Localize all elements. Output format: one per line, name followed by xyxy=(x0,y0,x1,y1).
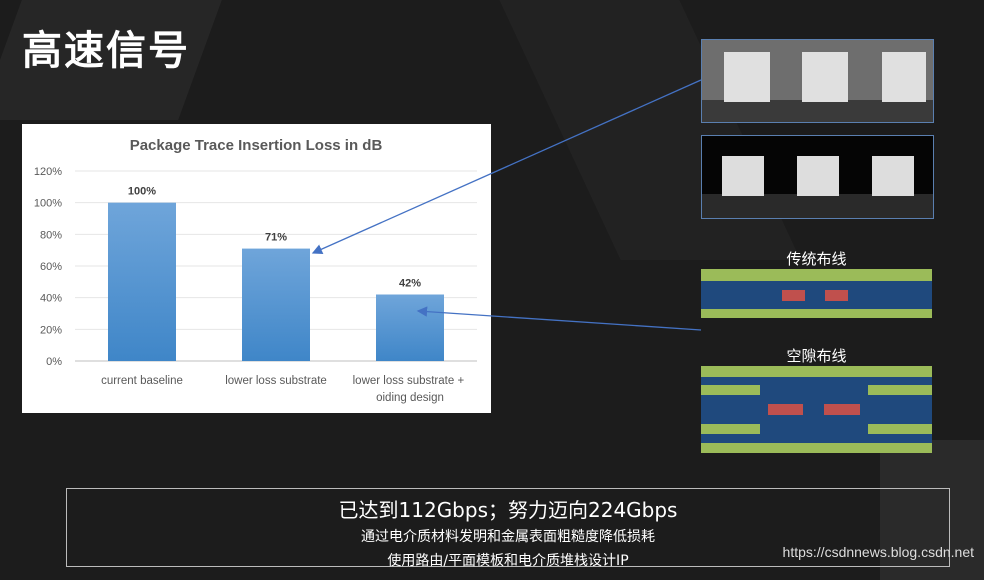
summary-headline: 已达到112Gbps；努力迈向224Gbps xyxy=(338,498,678,522)
summary-line-1: 通过电介质材料发明和金属表面粗糙度降低损耗 xyxy=(361,529,655,545)
voiding-routing-label: 空隙布线 xyxy=(786,347,847,365)
arrow-to-71 xyxy=(311,79,702,255)
chart-title: Package Trace Insertion Loss in dB xyxy=(130,137,383,154)
data-label: 71% xyxy=(265,232,287,244)
data-label: 42% xyxy=(399,278,421,290)
traditional-routing-label: 传统布线 xyxy=(786,250,847,268)
chart-svg: Package Trace Insertion Loss in dB 0% 20%… xyxy=(34,137,477,404)
summary-line-2: 使用路由/平面模板和电介质堆栈设计IP xyxy=(387,553,629,569)
y-tick-label: 0% xyxy=(46,356,62,368)
y-tick-label: 20% xyxy=(40,324,62,336)
y-tick-label: 40% xyxy=(40,293,62,305)
traditional-routing-diagram xyxy=(701,269,932,318)
watermark: https://csdnnews.blog.csdn.net xyxy=(782,544,974,560)
y-tick-label: 120% xyxy=(34,166,62,178)
x-tick-label: lower loss substrate + oiding design xyxy=(353,375,468,404)
data-label: 100% xyxy=(128,186,156,198)
trace-photo-after xyxy=(701,135,934,219)
y-tick-label: 100% xyxy=(34,198,62,210)
x-tick-label: current baseline xyxy=(101,375,183,387)
y-tick-label: 80% xyxy=(40,229,62,241)
bar xyxy=(376,294,444,361)
y-tick-label: 60% xyxy=(40,261,62,273)
bar xyxy=(242,248,310,361)
bar xyxy=(108,202,176,361)
x-tick-label: lower loss substrate xyxy=(225,375,327,387)
bar-chart: Package Trace Insertion Loss in dB 0% 20%… xyxy=(22,124,491,413)
trace-photo-before xyxy=(701,39,934,123)
summary-box: 已达到112Gbps；努力迈向224Gbps 通过电介质材料发明和金属表面粗糙度… xyxy=(66,488,950,569)
slide-title: 高速信号 xyxy=(22,28,190,74)
voiding-routing-diagram xyxy=(701,366,932,453)
arrow-to-42 xyxy=(416,306,702,331)
